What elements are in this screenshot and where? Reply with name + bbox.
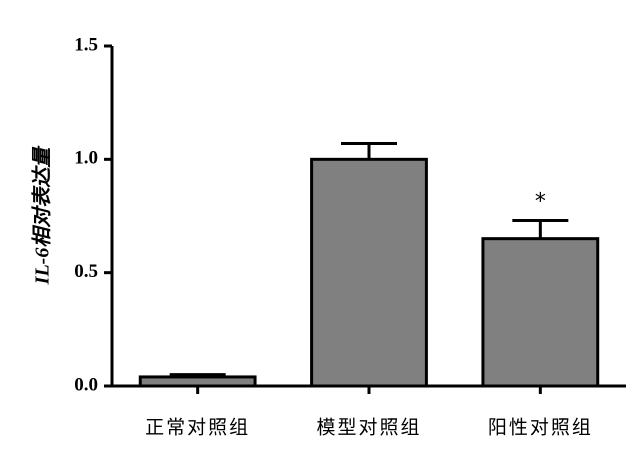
x-tick-label: 模型对照组 [316, 417, 421, 439]
y-tick-label: 1.5 [74, 34, 98, 55]
x-tick-label: 阳性对照组 [488, 417, 593, 439]
x-tick-label: 正常对照组 [145, 417, 250, 439]
bar [310, 157, 428, 388]
y-tick-label: 1.0 [74, 148, 98, 169]
y-axis-label: IL-6相对表达量 [31, 145, 54, 286]
bar [481, 237, 600, 388]
annotation: * [535, 190, 546, 215]
y-tick-label: 0.5 [74, 261, 98, 282]
y-tick-label: 0.0 [74, 374, 98, 395]
bar [138, 375, 257, 388]
